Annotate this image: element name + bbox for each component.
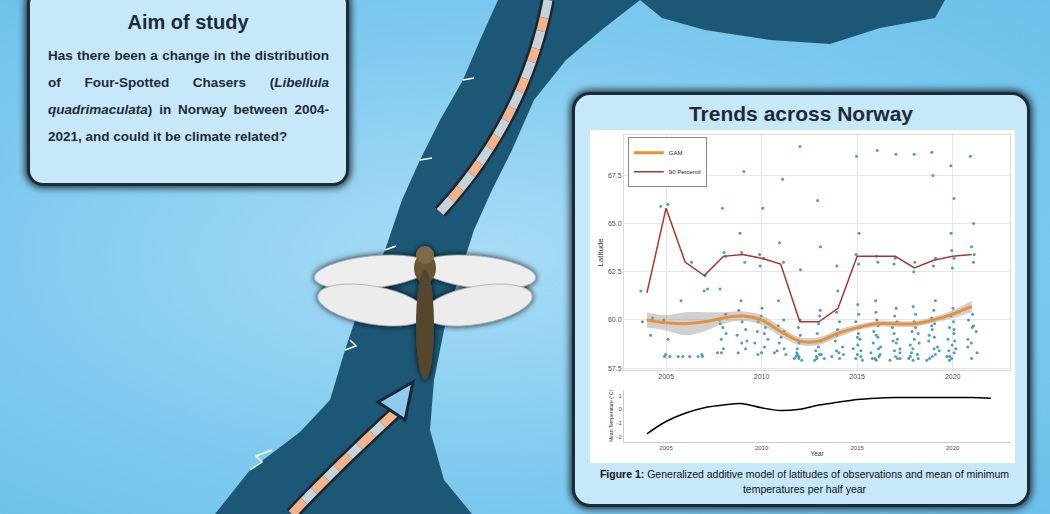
svg-text:Year: Year: [810, 450, 824, 457]
svg-text:2005: 2005: [659, 445, 673, 451]
svg-text:62.5: 62.5: [608, 268, 622, 275]
svg-text:65.0: 65.0: [608, 220, 622, 227]
svg-text:57.5: 57.5: [608, 365, 622, 372]
html-text:Aim of study: Aim of study: [127, 11, 249, 33]
svg-text:Latitude: Latitude: [596, 238, 605, 267]
svg-text:GAM: GAM: [669, 150, 683, 156]
svg-text:67.5: 67.5: [608, 172, 622, 179]
svg-text:2010: 2010: [754, 373, 770, 380]
svg-text:1: 1: [618, 393, 622, 399]
svg-text:-1: -1: [616, 420, 622, 426]
svg-text:90 Percentil: 90 Percentil: [669, 169, 701, 175]
html-text:Has there been a change in the: Has there been a change in the distribut…: [48, 48, 329, 144]
html-text:Trends across Norway: Trends across Norway: [688, 102, 913, 125]
html-text:Figure 1: Generalized additive: Figure 1: Generalized additive model of …: [599, 468, 1010, 495]
svg-text:2015: 2015: [849, 373, 865, 380]
svg-text:Mean Temperature (°C): Mean Temperature (°C): [608, 390, 614, 443]
svg-text:2020: 2020: [945, 373, 961, 380]
svg-text:2005: 2005: [658, 373, 674, 380]
svg-text:60.0: 60.0: [608, 316, 622, 323]
svg-text:2010: 2010: [755, 445, 769, 451]
svg-text:-2: -2: [616, 434, 622, 440]
svg-text:2015: 2015: [850, 445, 864, 451]
svg-text:0: 0: [618, 406, 622, 412]
svg-text:2020: 2020: [946, 445, 960, 451]
